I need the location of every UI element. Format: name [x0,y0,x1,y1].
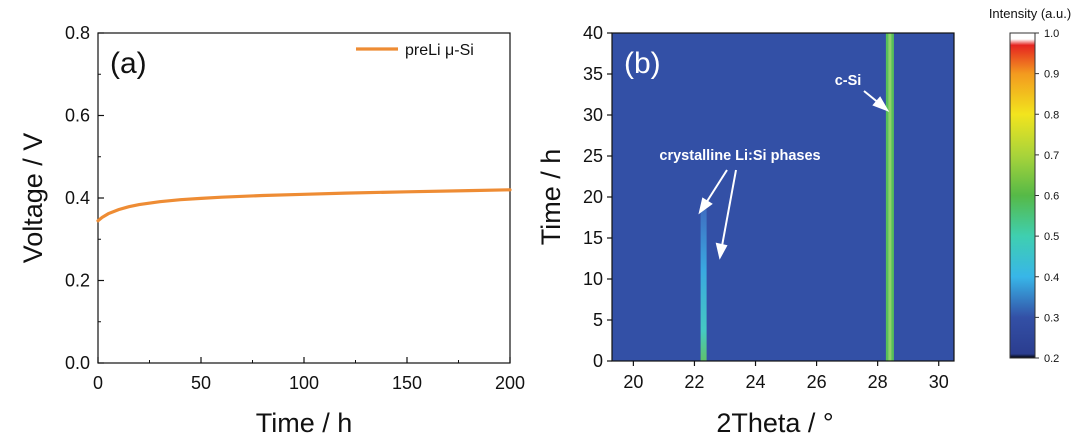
annotation-crystalline-li-si: crystalline Li:Si phases [659,148,820,164]
colorbar: Intensity (a.u.) 0.20.30.40.50.60.70.80.… [989,6,1071,365]
b-xtick-label: 22 [684,372,704,392]
a-ytick-label: 0.4 [65,188,90,208]
panel-a-ylabel: Voltage / V [18,133,48,264]
a-ytick-label: 0.6 [65,106,90,126]
heatmap-peak-c-si-core [888,33,892,361]
panel-a: 0 50 100 150 200 0.0 0.2 0.4 0.6 0.8 (a) preLi μ-… [18,23,525,438]
a-xtick-label: 100 [289,373,319,393]
b-ytick-label: 40 [583,23,603,43]
a-ytick-label: 0.2 [65,271,90,291]
a-ytick-label: 0.0 [65,353,90,373]
b-ytick-label: 5 [593,310,603,330]
colorbar-tick-label: 0.7 [1044,150,1059,162]
annotation-c-si: c-Si [835,73,862,89]
a-xtick-label: 50 [191,373,211,393]
colorbar-tick-label: 0.8 [1044,109,1059,121]
colorbar-tick-label: 0.5 [1044,231,1059,243]
b-xtick-label: 24 [746,372,766,392]
panel-a-label: (a) [110,47,147,80]
b-ytick-label: 25 [583,146,603,166]
colorbar-tick-label: 0.6 [1044,191,1059,203]
a-xtick-label: 150 [392,373,422,393]
panel-a-frame [97,32,511,364]
a-xtick-label: 200 [495,373,525,393]
b-xtick-label: 30 [929,372,949,392]
b-xtick-label: 20 [623,372,643,392]
panel-b-xlabel: 2Theta / ° [716,408,833,438]
colorbar-tick-label: 0.9 [1044,69,1059,81]
colorbar-tick-label: 0.4 [1044,272,1059,284]
colorbar-ticks: 0.2 0.3 0.4 0.5 0.6 0.7 0.8 0.9 1.0 [1035,28,1059,365]
colorbar-tick-label: 0.2 [1044,353,1059,365]
panel-a-xlabel: Time / h [256,408,353,438]
b-ytick-label: 0 [593,351,603,371]
legend-label-preLi-u-Si: preLi μ-Si [405,42,474,59]
b-xtick-label: 26 [807,372,827,392]
panel-b-ylabel: Time / h [536,149,566,246]
b-ytick-label: 20 [583,187,603,207]
a-xtick-label: 0 [93,373,103,393]
panel-b: 20 22 24 26 28 30 0 5 10 15 20 25 30 35 40 (b) crystal… [536,23,955,438]
b-ytick-label: 35 [583,64,603,84]
colorbar-title: Intensity (a.u.) [989,6,1071,21]
a-ytick-label: 0.8 [65,23,90,43]
b-ytick-label: 30 [583,105,603,125]
colorbar-bar [1009,32,1036,359]
panel-a-ticks: 0 50 100 150 200 0.0 0.2 0.4 0.6 0.8 [65,23,525,393]
colorbar-tick-label: 0.3 [1044,312,1059,324]
panel-b-ticks: 20 22 24 26 28 30 0 5 10 15 20 25 30 35 40 [583,23,949,392]
series-line-preLi-u-Si [96,188,512,223]
b-xtick-label: 28 [868,372,888,392]
annotation-arrows-li-si [698,169,737,260]
b-ytick-label: 15 [583,228,603,248]
b-ytick-label: 10 [583,269,603,289]
panel-b-label: (b) [624,47,661,80]
colorbar-tick-label: 1.0 [1044,28,1059,40]
heatmap-background [612,33,954,361]
heatmap-peak-li-si [700,209,707,361]
annotation-arrow-c-si [863,90,890,112]
